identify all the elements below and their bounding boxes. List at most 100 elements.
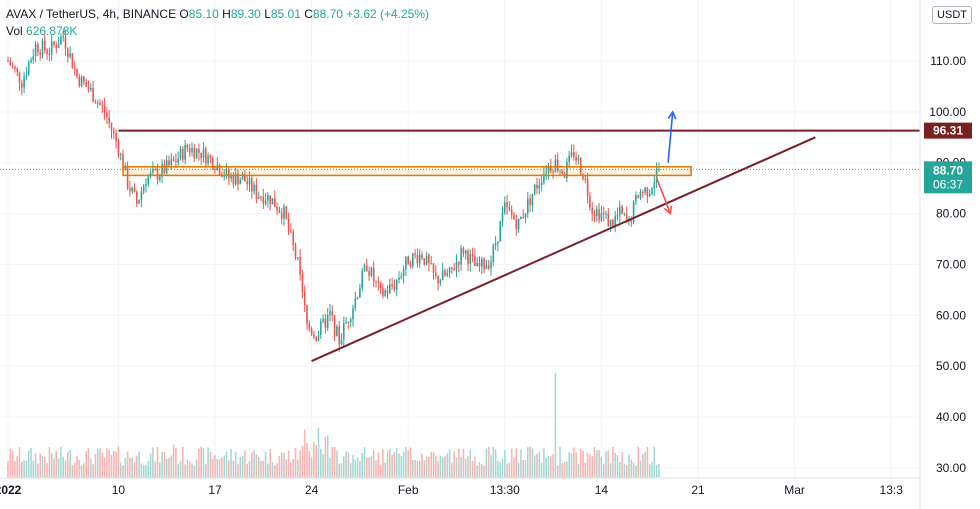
volume-bar <box>494 449 497 478</box>
candle-body <box>303 291 306 306</box>
volume-bar <box>78 459 81 478</box>
volume-bar <box>237 464 239 478</box>
volume-bar <box>280 452 283 478</box>
candle-body <box>108 117 110 124</box>
volume-bar <box>83 463 85 478</box>
candle-body <box>306 305 308 324</box>
volume-bar <box>18 447 21 478</box>
volume-bar <box>605 451 607 478</box>
candle-body <box>283 206 285 219</box>
currency-button[interactable]: USDT <box>932 6 972 24</box>
candle-body <box>632 201 635 223</box>
candle-body <box>48 53 51 55</box>
candle-body <box>122 153 124 171</box>
candle-body <box>395 279 398 290</box>
candle-body <box>602 212 605 214</box>
breakout-arrow <box>667 111 674 163</box>
candle-body <box>152 169 154 173</box>
volume-bar <box>340 463 343 478</box>
candle-body <box>133 187 136 192</box>
volume-bar <box>384 462 386 478</box>
candle-body <box>527 198 529 214</box>
last-price-label: 88.70 <box>933 163 963 177</box>
candle-body <box>393 286 396 290</box>
candle-body <box>110 123 113 131</box>
candle-body <box>386 290 389 294</box>
candle-body <box>267 195 269 201</box>
breakdown-arrow <box>655 177 672 214</box>
volume-bar <box>382 449 384 478</box>
candle-body <box>251 178 253 192</box>
volume-bar <box>232 461 235 478</box>
volume-bar <box>354 459 357 478</box>
volume-bar <box>418 460 421 478</box>
volume-bar <box>543 448 545 478</box>
candle-body <box>478 262 481 267</box>
candle-body <box>359 288 361 298</box>
volume-bar <box>195 459 198 478</box>
volume-bar <box>234 451 237 478</box>
candle-body <box>345 322 347 324</box>
candle-body <box>308 323 311 329</box>
candle-body <box>501 212 504 222</box>
volume-bar <box>271 461 274 478</box>
volume-bar <box>621 452 623 478</box>
candle-body <box>582 174 584 179</box>
volume-bar <box>423 460 426 478</box>
candle-body <box>241 174 244 180</box>
candle-body <box>471 254 474 257</box>
candle-body <box>485 265 488 269</box>
volume-bar <box>368 457 370 478</box>
volume-bar <box>625 464 628 478</box>
price-axis-bg <box>920 0 980 509</box>
candle-body <box>423 258 426 265</box>
candle-body <box>586 179 589 196</box>
volume-bar <box>393 452 396 478</box>
volume-bar <box>315 445 317 478</box>
candle-body <box>257 196 260 199</box>
volume-bar <box>23 460 25 478</box>
volume-bar <box>303 429 306 478</box>
volume-bar <box>253 450 255 478</box>
volume-bar <box>556 465 559 478</box>
volume-bar <box>32 460 35 478</box>
candle-body <box>21 83 23 88</box>
candle-body <box>37 44 39 53</box>
candle-body <box>653 182 656 189</box>
candle-body <box>117 141 120 155</box>
candle-body <box>30 60 32 63</box>
y-tick-label: 70.00 <box>936 257 966 271</box>
candle-body <box>402 269 405 277</box>
volume-bar <box>69 449 71 478</box>
candle-body <box>41 40 44 55</box>
volume-bar <box>425 456 428 478</box>
candle-body <box>147 176 150 185</box>
volume-bar <box>44 457 46 478</box>
y-tick-label: 30.00 <box>936 461 966 475</box>
candle-body <box>260 196 262 198</box>
volume-bar <box>239 456 242 478</box>
volume-bar <box>73 462 76 478</box>
volume-bar <box>575 452 577 478</box>
candle-body <box>223 175 225 177</box>
candle-body <box>124 166 127 171</box>
volume-bar <box>297 459 299 478</box>
volume-bar <box>467 456 469 478</box>
volume-bar <box>499 462 501 478</box>
volume-bar <box>60 446 62 478</box>
volume-bar <box>329 457 331 478</box>
y-tick-label: 60.00 <box>936 308 966 322</box>
candle-body <box>497 241 499 244</box>
volume-bar <box>487 446 490 478</box>
volume-bar <box>331 446 334 478</box>
volume-bar <box>435 455 437 478</box>
candle-body <box>149 172 152 177</box>
volume-bar <box>205 464 207 478</box>
candle-body <box>96 102 99 104</box>
volume-bar <box>628 454 630 478</box>
candle-body <box>515 219 518 230</box>
low-key: L <box>264 7 271 21</box>
volume-bar <box>129 457 131 478</box>
volume-bar <box>635 465 637 478</box>
